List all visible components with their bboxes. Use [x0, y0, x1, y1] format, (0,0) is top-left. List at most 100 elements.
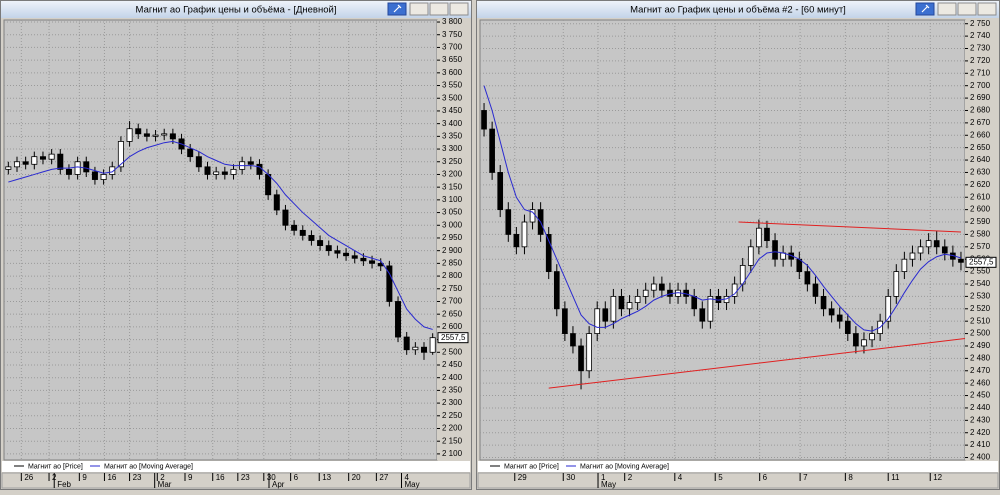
y-tick-label: 2 950 [442, 233, 463, 242]
candle-body [521, 221, 528, 248]
x-tick-label: 23 [241, 473, 250, 482]
maximize-button[interactable] [429, 2, 449, 16]
y-tick-label: 2 650 [442, 309, 463, 318]
candle-body [594, 308, 601, 334]
candle-body [893, 271, 900, 297]
candle-body [429, 337, 436, 353]
candle-body [169, 133, 176, 140]
candle-body [39, 156, 46, 160]
y-tick-label: 3 550 [442, 81, 463, 90]
candle-body [343, 252, 350, 257]
x-tick-label: 1 [601, 473, 606, 482]
candle-body [256, 163, 263, 175]
candle-body [74, 161, 81, 175]
candle-body [221, 171, 228, 175]
candle-body [610, 295, 617, 322]
y-tick-label: 2 400 [970, 453, 991, 462]
candle-body [747, 246, 754, 266]
candle-body [642, 289, 649, 297]
candle-body [83, 161, 90, 173]
y-tick-label: 2 720 [970, 56, 991, 65]
y-tick-label: 2 580 [970, 230, 991, 239]
close-button[interactable] [449, 2, 469, 16]
y-tick-label: 3 050 [442, 208, 463, 217]
x-tick-label: 2 [160, 473, 165, 482]
y-tick-label: 2 800 [442, 271, 463, 280]
x-tick-label: 2 [628, 473, 633, 482]
y-tick-label: 2 350 [442, 386, 463, 395]
title-bar [1, 1, 471, 18]
candle-body [187, 148, 194, 158]
y-tick-label: 3 500 [442, 93, 463, 102]
candle-body [152, 134, 159, 137]
candle-body [917, 246, 924, 254]
price-axis [965, 20, 998, 460]
candle-body [861, 339, 867, 347]
candle-body [659, 283, 665, 291]
y-tick-label: 2 590 [970, 217, 991, 226]
candle-body [386, 265, 393, 302]
last-price-box [965, 256, 997, 268]
x-tick-label: 9 [188, 473, 193, 482]
y-tick-label: 3 300 [442, 144, 463, 153]
candle-body [265, 174, 272, 196]
window-title: Магнит ао График цены и объёма #2 - [60 … [630, 5, 846, 16]
moving-average-line [8, 140, 433, 330]
candle-body [100, 174, 107, 180]
candle-body [57, 153, 64, 170]
candle-body [65, 168, 72, 175]
plot-area [3, 19, 438, 461]
candle-body [941, 246, 948, 254]
y-tick-label: 2 680 [970, 106, 991, 115]
candle-body [553, 271, 560, 310]
y-tick-label: 2 480 [970, 353, 991, 362]
candle-body [764, 227, 770, 242]
y-tick-label: 2 150 [442, 436, 463, 445]
y-tick-label: 3 700 [442, 43, 463, 52]
y-tick-label: 2 200 [442, 424, 463, 433]
close-button[interactable] [977, 2, 997, 16]
candle-body [756, 227, 762, 248]
candle-body [812, 283, 819, 297]
trendline [548, 338, 966, 389]
candle-body [351, 255, 358, 259]
y-tick-label: 2 300 [442, 398, 463, 407]
candle-body [143, 133, 150, 137]
price-axis [437, 20, 470, 460]
minimize-button[interactable] [937, 2, 957, 16]
x-tick-label: 4 [404, 473, 409, 482]
date-axis [477, 472, 999, 489]
month-label: Mar [158, 480, 172, 489]
x-tick-label: 11 [891, 473, 900, 482]
candle-body [395, 301, 402, 338]
legend-label: Магнит ао [Moving Average] [580, 463, 669, 470]
candle-body [909, 252, 916, 260]
candle-body [836, 314, 843, 322]
candle-body [707, 295, 714, 322]
y-tick-label: 3 750 [442, 30, 463, 39]
candle-body [885, 295, 892, 322]
candle-body [5, 166, 12, 170]
x-tick-label: 26 [24, 473, 33, 482]
title-bar [477, 1, 999, 18]
candle-body [618, 295, 625, 310]
maximize-button[interactable] [957, 2, 977, 16]
y-tick-label: 2 730 [970, 44, 991, 53]
candle-body [117, 141, 124, 168]
candle-body [489, 128, 495, 173]
y-tick-label: 2 490 [970, 341, 991, 350]
y-tick-label: 2 430 [970, 415, 991, 424]
candle-body [626, 302, 633, 310]
candle-body [13, 161, 20, 168]
y-tick-label: 2 700 [970, 81, 991, 90]
candle-body [161, 133, 168, 136]
candle-body [195, 156, 202, 168]
moving-average-line [483, 85, 962, 332]
x-tick-label: 5 [718, 473, 723, 482]
candle-body [91, 171, 98, 180]
x-tick-label: 4 [678, 473, 683, 482]
y-tick-label: 2 420 [970, 428, 991, 437]
minimize-button[interactable] [409, 2, 429, 16]
candle-body [650, 283, 657, 291]
